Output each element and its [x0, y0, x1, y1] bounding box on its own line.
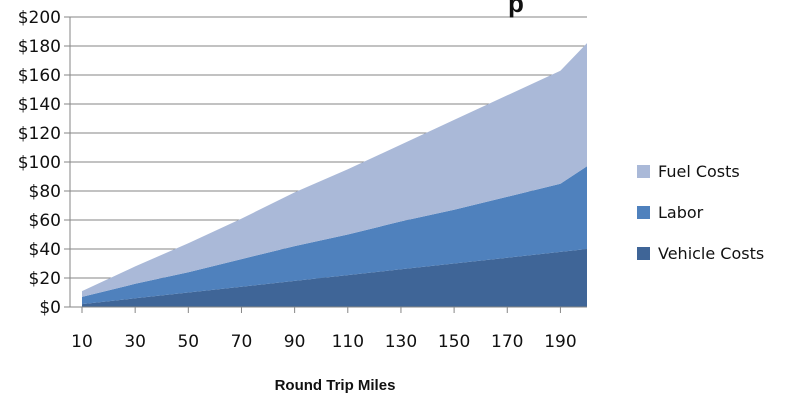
y-tick-label: $80 [29, 182, 61, 202]
x-tick-label: 190 [544, 332, 576, 352]
y-tick-label: $60 [29, 211, 61, 231]
gridlines [70, 16, 587, 279]
legend-swatch-vehicle-costs [637, 247, 650, 260]
x-tick-label: 110 [332, 332, 364, 352]
y-tick-label: $100 [18, 153, 61, 173]
x-tick-label: 170 [491, 332, 523, 352]
x-tick-label: 70 [231, 332, 253, 352]
areas [82, 43, 587, 307]
x-axis-label: Round Trip Miles [275, 377, 396, 394]
x-tick-label: 150 [438, 332, 470, 352]
y-tick-label: $0 [39, 298, 61, 318]
y-tick-label: $20 [29, 269, 61, 289]
area-fuel-costs [82, 43, 587, 297]
x-tick-label: 30 [124, 332, 146, 352]
legend-label-fuel-costs: Fuel Costs [658, 162, 740, 181]
y-tick-label: $120 [18, 124, 61, 144]
y-tick-label: $180 [18, 37, 61, 57]
x-tick-label: 90 [284, 332, 306, 352]
legend-label-vehicle-costs: Vehicle Costs [658, 244, 764, 263]
x-tick-label: 10 [71, 332, 93, 352]
area-labor [82, 166, 587, 305]
y-tick-label: $200 [18, 8, 61, 28]
x-tick-labels: 10 30 50 70 90 110 130 150 170 190 [71, 307, 577, 352]
x-tick-label: 50 [177, 332, 199, 352]
y-tick-label: $40 [29, 240, 61, 260]
chart-title-fragment: p [508, 0, 524, 18]
y-tick-labels: $0 $20 $40 $60 $80 $100 $120 $140 $160 $180 $200 [18, 8, 70, 318]
legend-swatch-fuel-costs [637, 165, 650, 178]
y-tick-label: $140 [18, 95, 61, 115]
legend-swatch-labor [637, 206, 650, 219]
x-tick-label: 130 [385, 332, 417, 352]
legend: Fuel Costs Labor Vehicle Costs [637, 162, 764, 263]
y-tick-label: $160 [18, 66, 61, 86]
legend-label-labor: Labor [658, 203, 704, 222]
area-vehicle-costs [82, 249, 587, 307]
